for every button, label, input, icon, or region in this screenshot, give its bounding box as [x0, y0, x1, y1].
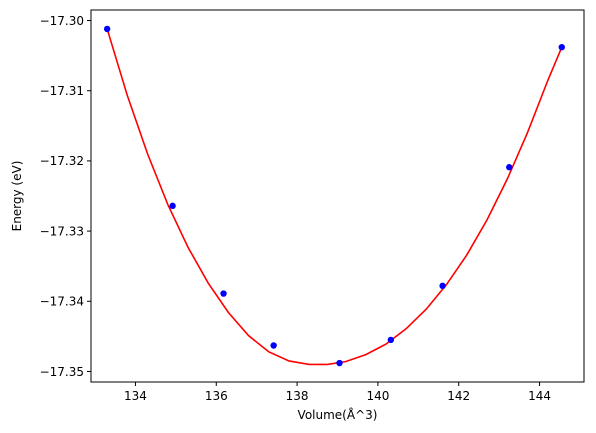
x-tick-label: 138 [286, 389, 309, 403]
x-axis: 134 136 138 140 142 144 [124, 382, 551, 403]
data-point [169, 202, 176, 210]
y-tick-label: −17.30 [40, 14, 84, 28]
x-tick-label: 142 [447, 389, 470, 403]
y-tick-label: −17.32 [40, 154, 84, 168]
data-point [387, 336, 395, 344]
y-tick-label: −17.33 [40, 224, 84, 238]
data-point [103, 25, 111, 33]
y-tick-label: −17.35 [40, 365, 84, 379]
data-point [558, 44, 565, 51]
data-point [506, 164, 513, 171]
plot-area [103, 25, 565, 367]
data-point [439, 282, 446, 290]
x-tick-label: 144 [528, 389, 551, 403]
data-point [336, 359, 343, 367]
x-tick-label: 136 [205, 389, 228, 403]
data-point [220, 290, 227, 297]
fit-curve [106, 28, 563, 366]
x-tick-label: 140 [366, 389, 389, 403]
x-axis-label: Volume(Å^3) [298, 407, 378, 422]
y-tick-label: −17.31 [40, 84, 84, 98]
y-axis: −17.35 −17.34 −17.33 −17.32 −17.31 −17.30 [40, 14, 91, 379]
data-point [270, 342, 277, 349]
axes-frame [90, 9, 585, 383]
y-tick-label: −17.34 [40, 295, 84, 309]
x-tick-label: 134 [124, 389, 147, 403]
y-axis-label: Energy (eV) [10, 161, 24, 232]
